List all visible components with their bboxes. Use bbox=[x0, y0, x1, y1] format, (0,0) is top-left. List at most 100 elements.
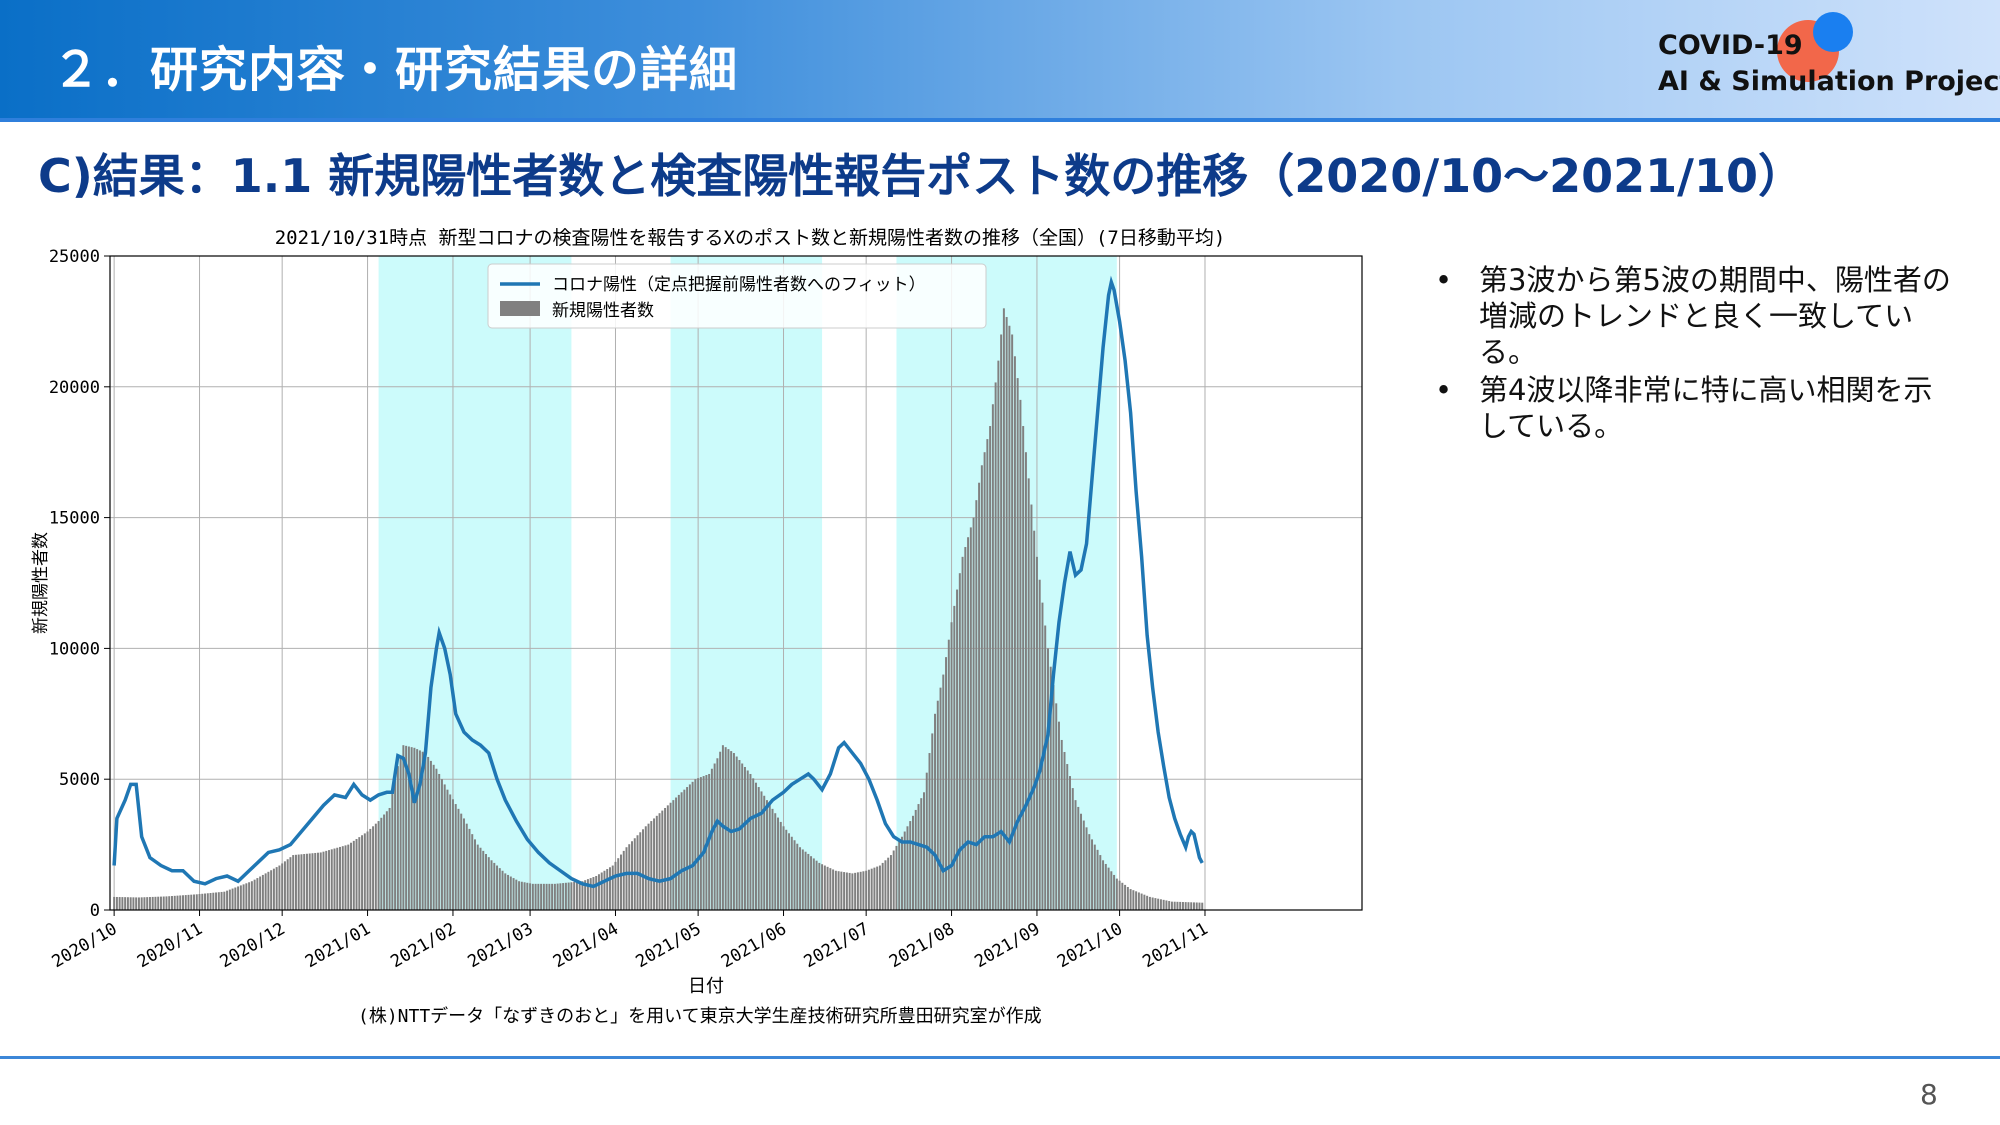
bar-new-positive bbox=[267, 871, 270, 910]
bar-new-positive bbox=[1069, 776, 1071, 910]
bar-new-positive bbox=[1126, 886, 1129, 910]
bar-new-positive bbox=[994, 382, 997, 910]
bar-new-positive bbox=[137, 897, 140, 910]
bar-new-positive bbox=[391, 794, 394, 910]
bar-new-positive bbox=[804, 851, 807, 910]
series-line-corona-positive bbox=[112, 275, 1204, 889]
bar-new-positive bbox=[413, 747, 416, 910]
chart: 0 5000 10000 15000 20000 25000 2020/10 2020/11… bbox=[31, 227, 1363, 1027]
bar-new-positive bbox=[308, 853, 311, 910]
bar-new-positive bbox=[496, 865, 499, 910]
bar-new-positive bbox=[471, 834, 474, 910]
bar-new-positive bbox=[220, 891, 223, 910]
bar-new-positive bbox=[969, 527, 972, 910]
bar-new-positive bbox=[193, 894, 196, 910]
bar-new-positive bbox=[195, 894, 198, 910]
bar-new-positive bbox=[1080, 813, 1083, 910]
bar-new-positive bbox=[950, 622, 953, 910]
legend: コロナ陽性（定点把握前陽性者数へのフィット） 新規陽性者数 bbox=[487, 263, 987, 329]
bar-new-positive bbox=[394, 780, 397, 910]
bar-new-positive bbox=[697, 778, 700, 910]
bar-new-positive bbox=[683, 789, 686, 910]
bar-new-positive bbox=[498, 868, 501, 910]
x-tick-label: 2021/01 bbox=[302, 919, 374, 972]
bar-new-positive bbox=[1184, 902, 1187, 910]
bar-new-positive bbox=[1135, 891, 1138, 910]
bar-new-positive bbox=[1049, 666, 1052, 910]
bar-new-positive bbox=[352, 840, 355, 910]
bar-new-positive bbox=[250, 881, 253, 910]
bar-new-positive bbox=[614, 861, 617, 910]
bar-new-positive bbox=[451, 799, 454, 910]
bar-new-positive bbox=[396, 766, 399, 910]
bar-new-positive bbox=[1115, 878, 1118, 910]
bar-new-positive bbox=[1165, 900, 1168, 910]
bar-new-positive bbox=[1132, 890, 1135, 910]
x-tick-label: 2020/12 bbox=[217, 919, 289, 972]
bar-new-positive bbox=[832, 869, 835, 910]
bar-new-positive bbox=[719, 751, 722, 910]
bar-new-positive bbox=[399, 755, 402, 910]
x-tick-label: 2021/03 bbox=[465, 919, 537, 972]
bar-new-positive bbox=[1019, 399, 1022, 910]
bar-new-positive bbox=[512, 878, 515, 910]
chart-title: 2021/10/31時点 新型コロナの検査陽性を報告するXのポスト数と新規陽性者… bbox=[275, 227, 1226, 249]
bar-new-positive bbox=[625, 847, 628, 910]
bar-new-positive bbox=[454, 804, 457, 910]
bar-new-positive bbox=[559, 883, 562, 910]
bar-new-positive bbox=[983, 452, 986, 910]
bar-new-positive bbox=[818, 862, 821, 910]
bar-new-positive bbox=[1151, 897, 1154, 910]
bar-new-positive bbox=[443, 784, 446, 910]
bar-new-positive bbox=[810, 856, 813, 910]
bar-new-positive bbox=[1027, 478, 1030, 910]
x-tick-label: 2021/10 bbox=[1054, 919, 1126, 972]
page-number: 8 bbox=[1920, 1078, 1938, 1111]
bar-new-positive bbox=[961, 556, 964, 910]
bullet-list: • 第3波から第5波の期間中、陽性者の増減のトレンドと良く一致している。 • 第… bbox=[1435, 262, 1955, 446]
bar-new-positive bbox=[735, 756, 738, 910]
bar-new-positive bbox=[548, 883, 551, 910]
bar-new-positive bbox=[201, 893, 204, 910]
bar-new-positive bbox=[953, 605, 956, 910]
bar-new-positive bbox=[264, 873, 267, 910]
section-title: ２．研究内容・研究結果の詳細 bbox=[52, 42, 739, 98]
bar-new-positive bbox=[760, 791, 763, 910]
bar-new-positive bbox=[465, 823, 468, 910]
bar-new-positive bbox=[297, 854, 300, 910]
bar-new-positive bbox=[545, 883, 548, 910]
bar-new-positive bbox=[300, 854, 303, 910]
bar-new-positive bbox=[1005, 317, 1008, 910]
bar-new-positive bbox=[1077, 806, 1080, 910]
bar-new-positive bbox=[655, 815, 658, 910]
bar-new-positive bbox=[248, 882, 251, 910]
bar-new-positive bbox=[1033, 530, 1036, 910]
bar-new-positive bbox=[427, 756, 430, 910]
bar-new-positive bbox=[851, 873, 854, 910]
bar-new-positive bbox=[978, 482, 981, 910]
bar-new-positive bbox=[115, 896, 118, 910]
bar-new-positive bbox=[796, 843, 799, 910]
bar-new-positive bbox=[1008, 325, 1011, 910]
bar-new-positive bbox=[407, 746, 410, 910]
bar-new-positive bbox=[1143, 894, 1146, 910]
bar-new-positive bbox=[303, 854, 306, 910]
bar-new-positive bbox=[540, 883, 543, 910]
bar-new-positive bbox=[763, 795, 766, 910]
legend-box bbox=[487, 263, 987, 329]
bar-new-positive bbox=[1170, 901, 1173, 910]
bar-new-positive bbox=[1121, 882, 1124, 910]
bar-new-positive bbox=[479, 847, 482, 910]
bar-new-positive bbox=[669, 802, 672, 910]
bar-new-positive bbox=[242, 884, 245, 910]
logo-line-2: AI & Simulation Project bbox=[1658, 66, 2000, 97]
bar-new-positive bbox=[319, 852, 322, 910]
bar-new-positive bbox=[176, 895, 179, 910]
bar-new-positive bbox=[231, 888, 234, 910]
bar-new-positive bbox=[639, 832, 642, 910]
bar-new-positive bbox=[900, 836, 903, 910]
bar-new-positive bbox=[909, 821, 912, 910]
bar-new-positive bbox=[1063, 751, 1066, 910]
bar-new-positive bbox=[363, 833, 366, 910]
bar-new-positive bbox=[848, 872, 851, 910]
